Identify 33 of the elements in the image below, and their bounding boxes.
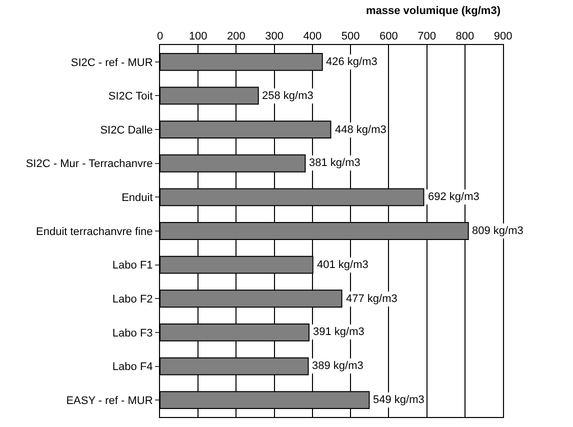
- x-tick-label: 600: [379, 30, 398, 43]
- data-label: 692 kg/m3: [428, 191, 480, 203]
- x-tick-label: 0: [156, 30, 164, 43]
- data-label: 477 kg/m3: [346, 293, 398, 305]
- y-tick-label: Labo F2: [112, 293, 153, 306]
- x-tick-label: 400: [303, 30, 322, 43]
- data-label: 549 kg/m3: [373, 394, 424, 406]
- data-label: 389 kg/m3: [312, 360, 364, 372]
- y-tick-label: Enduit terrachanvre fine: [36, 226, 153, 238]
- y-tick-label: SI2C - ref - MUR: [70, 56, 153, 69]
- data-label: 401 kg/m3: [317, 259, 368, 271]
- data-label: 258 kg/m3: [262, 90, 314, 102]
- x-tick-label: 700: [418, 30, 436, 43]
- data-label: 426 kg/m3: [326, 56, 378, 68]
- x-tick-label: 800: [456, 30, 474, 43]
- y-tick-label: Labo F3: [112, 327, 153, 340]
- y-tick-label: SI2C Dalle: [100, 124, 153, 136]
- data-label: 381 kg/m3: [309, 157, 360, 169]
- x-tick-label: 500: [341, 30, 360, 43]
- y-tick-label: Labo F4: [112, 361, 153, 374]
- x-tick-label: 300: [265, 30, 284, 43]
- y-tick-label: Enduit: [122, 192, 153, 204]
- y-tick-label: EASY - ref - MUR: [66, 394, 153, 407]
- data-label: 448 kg/m3: [335, 124, 386, 136]
- x-axis-title: masse volumique (kg/m3): [366, 5, 501, 17]
- x-tick-label: 200: [227, 30, 246, 43]
- data-label: 391 kg/m3: [313, 326, 364, 338]
- data-label: 809 kg/m3: [472, 225, 524, 237]
- y-tick-label: SI2C Toit: [108, 90, 153, 103]
- y-tick-label: Labo F1: [112, 260, 153, 272]
- x-tick-label: 900: [494, 30, 512, 43]
- y-tick-label: SI2C - Mur - Terrachanvre: [26, 158, 153, 170]
- x-tick-label: 100: [188, 30, 208, 43]
